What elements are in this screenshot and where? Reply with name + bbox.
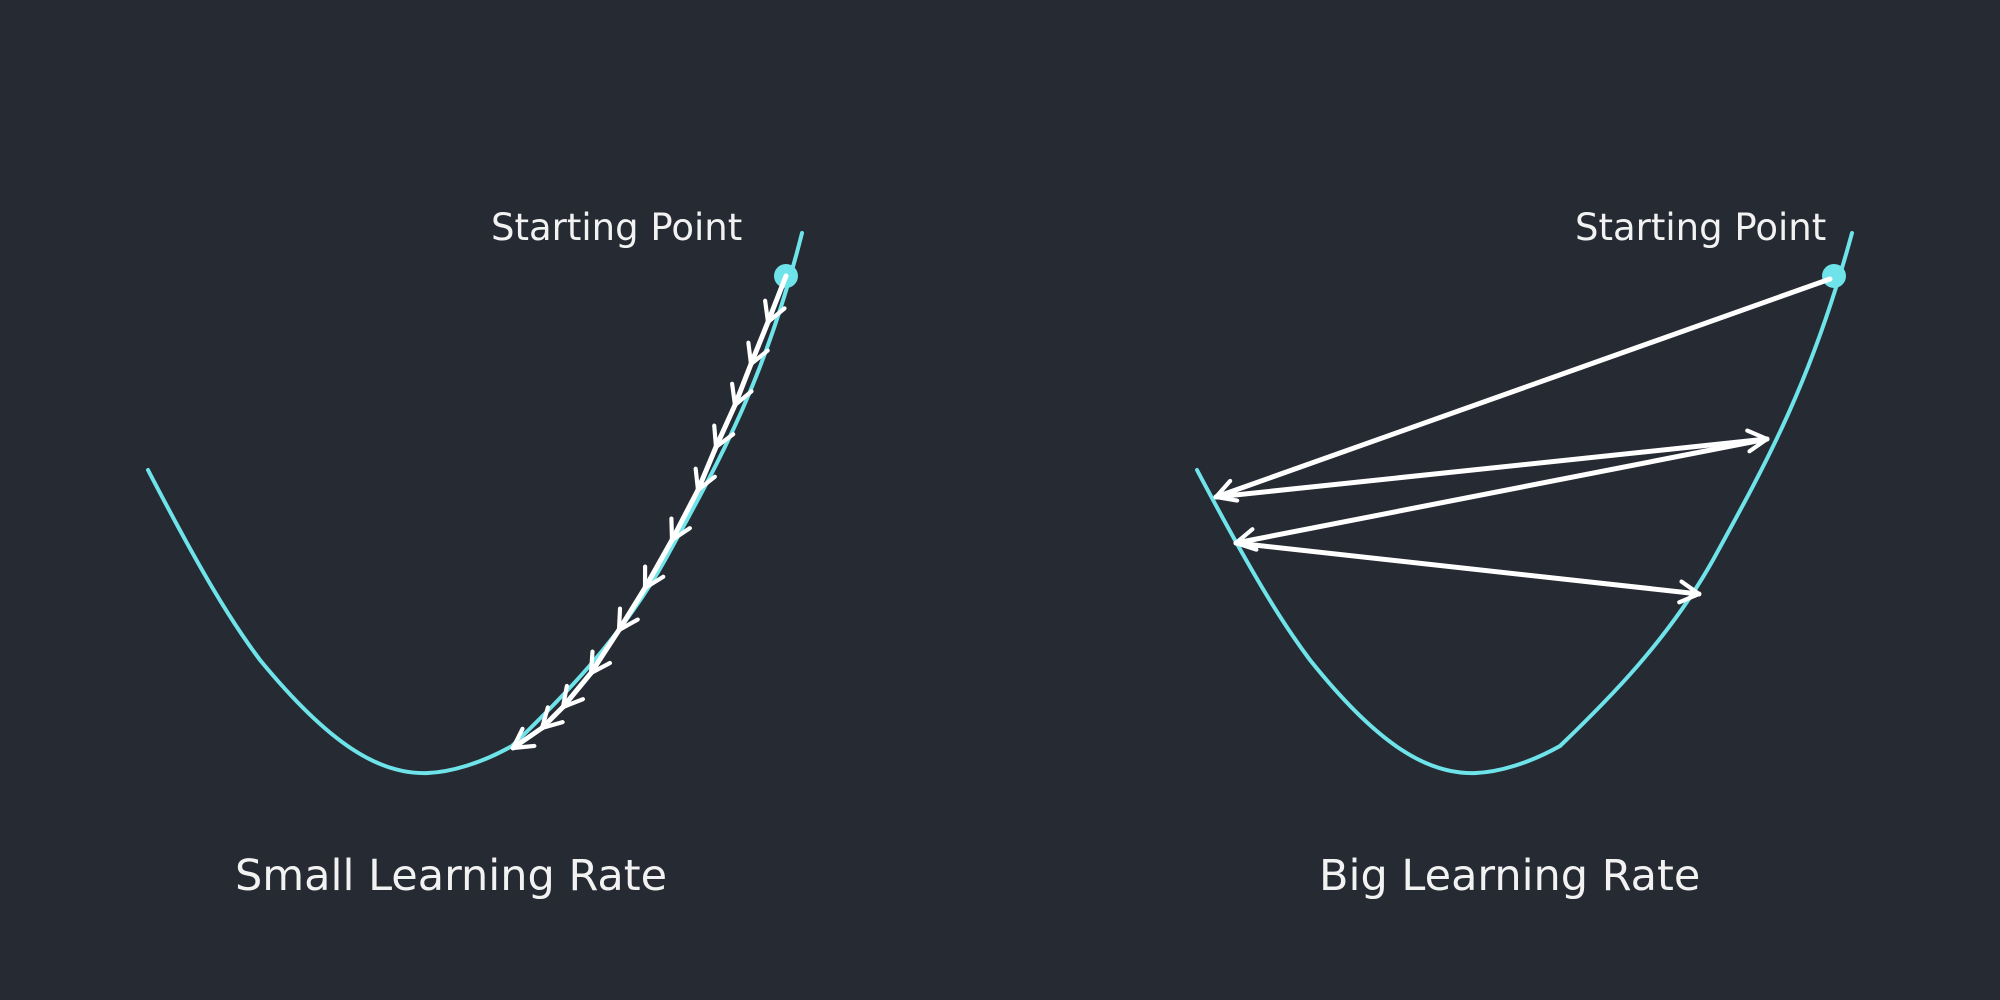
- starting-point-label-right: Starting Point: [1575, 206, 1826, 249]
- small-step-arrow: [712, 402, 738, 450]
- loss-curve-left: [146, 231, 804, 776]
- big-step-arrow-3: [1233, 436, 1770, 552]
- small-step-arrow: [693, 444, 719, 493]
- small-learning-rate-title: Small Learning Rate: [235, 851, 667, 901]
- small-step-arrow: [730, 361, 754, 408]
- big-learning-rate-title: Big Learning Rate: [1319, 851, 1700, 901]
- small-step-arrow: [763, 273, 789, 325]
- small-step-arrow: [560, 670, 594, 710]
- big-step-arrow-4: [1233, 540, 1702, 605]
- small-step-arrow: [746, 319, 771, 367]
- small-step-arrow: [510, 725, 545, 751]
- loss-curve-right: [1195, 231, 1854, 776]
- starting-point-label-left: Starting Point: [491, 206, 742, 249]
- big-step-arrow-1: [1213, 276, 1833, 503]
- small-step-arrow: [588, 627, 622, 676]
- small-step-arrow: [539, 704, 566, 731]
- small-step-arrow: [616, 585, 648, 633]
- small-step-arrow: [642, 537, 675, 591]
- small-lr-panel: Starting Point Small Learning Rate: [146, 206, 804, 901]
- small-step-arrow: [669, 487, 701, 543]
- small-step-arrows: [510, 273, 789, 751]
- starting-point-marker-right: [1822, 264, 1846, 288]
- big-lr-panel: Starting Point Big Learning Rate: [1195, 206, 1854, 901]
- big-step-arrow-2: [1213, 428, 1770, 500]
